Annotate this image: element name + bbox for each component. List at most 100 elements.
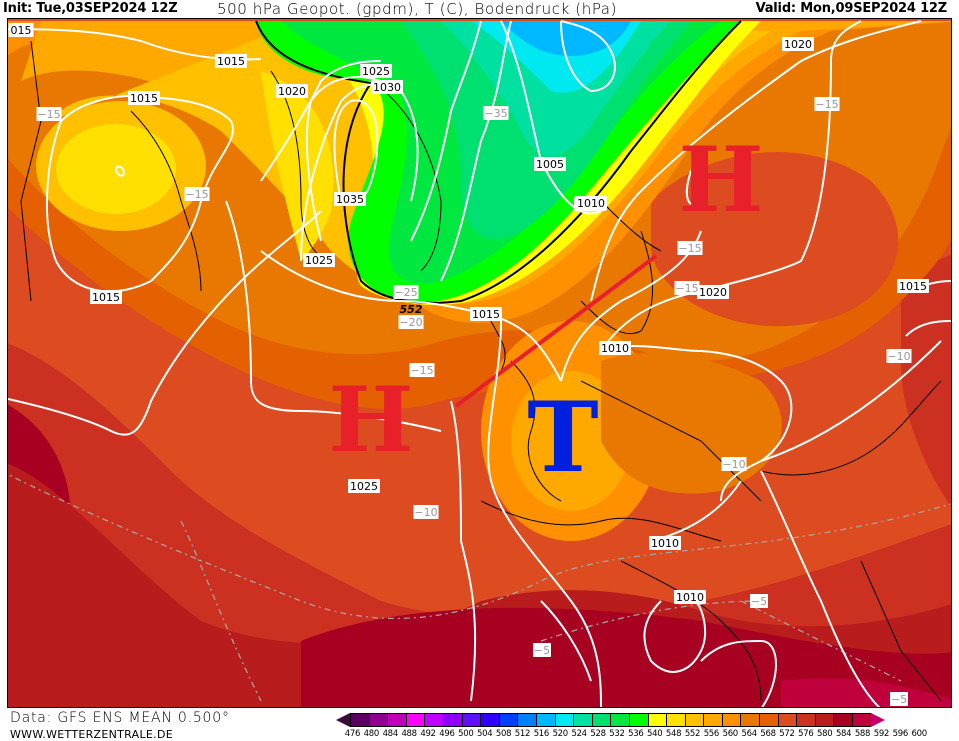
isotherm-label: −5 xyxy=(890,692,908,706)
svg-text:015: 015 xyxy=(11,24,32,37)
isobar-label: 1020 xyxy=(276,84,308,98)
colorbar-label: 508 xyxy=(495,729,512,739)
colorbar-swatch xyxy=(833,713,853,727)
svg-text:1025: 1025 xyxy=(362,65,390,78)
isotherm-label: −15 xyxy=(677,241,703,255)
colorbar-label: 576 xyxy=(798,729,814,739)
colorbar-label: 556 xyxy=(703,729,720,739)
isobar-label: 1015 xyxy=(90,290,122,304)
colorbar-label: 588 xyxy=(854,729,871,739)
isobar-label: 1025 xyxy=(303,253,335,267)
colorbar-label: 512 xyxy=(514,729,531,739)
isotherm-label: −10 xyxy=(886,349,912,363)
isobar-label: 1010 xyxy=(649,536,681,550)
colorbar-label: 580 xyxy=(817,729,833,739)
isotherm-label: −20 xyxy=(398,315,424,329)
svg-text:1015: 1015 xyxy=(217,55,245,68)
svg-text:−15: −15 xyxy=(815,98,838,111)
colorbar-swatch xyxy=(442,713,462,727)
colorbar-swatch xyxy=(480,713,499,727)
colorbar-label: 496 xyxy=(439,729,455,739)
svg-text:1015: 1015 xyxy=(130,92,158,105)
colorbar-label: 476 xyxy=(344,729,361,739)
colorbar-label: 536 xyxy=(628,729,644,739)
isotherm-label: −15 xyxy=(36,107,62,121)
low-pressure-marker: T xyxy=(527,381,598,494)
colorbar-swatch xyxy=(405,713,425,727)
colorbar-label: 596 xyxy=(892,729,909,739)
geopotential-label: 552 xyxy=(400,303,423,316)
svg-text:1020: 1020 xyxy=(278,85,306,98)
svg-text:1015: 1015 xyxy=(472,308,500,321)
weather-map: 015 1015 1015 1020 1025 1030 1035 1025 1015 1005 1… xyxy=(7,18,952,708)
colorbar-swatch xyxy=(777,713,797,727)
svg-text:−5: −5 xyxy=(891,693,907,706)
chart-header: Init: Tue,03SEP2024 12Z 500 hPa Geopot. … xyxy=(0,0,959,18)
svg-text:−10: −10 xyxy=(414,506,437,519)
colorbar-swatch xyxy=(684,713,704,727)
colorbar-label: 524 xyxy=(571,729,587,739)
colorbar-label: 532 xyxy=(609,729,625,739)
isobar-label: 1030 xyxy=(371,80,403,94)
isobar-label: 1015 xyxy=(897,279,929,293)
isobar-label: 1025 xyxy=(348,479,380,493)
colorbar-label: 548 xyxy=(665,729,682,739)
svg-text:1020: 1020 xyxy=(784,38,812,51)
colorbar-label: 504 xyxy=(477,729,493,739)
svg-text:1015: 1015 xyxy=(899,280,927,293)
colorbar-swatch xyxy=(554,713,574,727)
colorbar-label: 480 xyxy=(363,729,380,739)
colorbar-label: 540 xyxy=(647,729,663,739)
colorbar-label: 568 xyxy=(760,729,776,739)
chart-title: 500 hPa Geopot. (gpdm), T (C), Bodendruc… xyxy=(217,0,618,18)
svg-text:1010: 1010 xyxy=(651,537,679,550)
colorbar-swatch xyxy=(498,713,518,727)
svg-text:1020: 1020 xyxy=(699,286,727,299)
svg-text:1010: 1010 xyxy=(676,591,704,604)
colorbar-label: 600 xyxy=(911,729,928,739)
color-legend-labels: 476 480 484 488 492 496 500 504 508 512 516 520 524 5… xyxy=(343,729,929,739)
isotherm-label: −15 xyxy=(409,363,435,377)
svg-text:1025: 1025 xyxy=(305,254,333,267)
colorbar-over-arrow xyxy=(870,713,885,727)
isobar-label: 1015 xyxy=(215,54,247,68)
colorbar-swatch xyxy=(517,713,536,727)
colorbar-swatch xyxy=(368,713,388,727)
svg-text:−15: −15 xyxy=(185,188,208,201)
high-pressure-marker: H xyxy=(678,127,763,233)
colorbar-swatch xyxy=(591,713,611,727)
colorbar-label: 560 xyxy=(722,729,739,739)
colorbar-label: 488 xyxy=(401,729,417,739)
isotherm-label: −35 xyxy=(483,106,509,120)
colorbar-label: 584 xyxy=(835,729,852,739)
colorbar-label: 528 xyxy=(590,729,606,739)
colorbar-label: 520 xyxy=(552,729,569,739)
svg-text:−15: −15 xyxy=(675,282,698,295)
svg-text:−20: −20 xyxy=(399,316,422,329)
isobar-label: 1020 xyxy=(697,285,729,299)
colorbar-swatch xyxy=(666,713,685,727)
isobar-label: 1015 xyxy=(128,91,160,105)
colorbar-swatch xyxy=(628,713,648,727)
colorbar-swatch xyxy=(424,713,443,727)
svg-text:−15: −15 xyxy=(410,364,433,377)
website-credit: WWW.WETTERZENTRALE.DE xyxy=(10,728,173,741)
isobar-label: 1010 xyxy=(599,341,631,355)
isobar-label: 015 xyxy=(8,23,34,37)
colorbar-swatch xyxy=(796,713,815,727)
isotherm-label: −10 xyxy=(721,457,747,471)
colorbar-swatch xyxy=(610,713,629,727)
color-legend xyxy=(336,712,885,728)
colorbar-swatch xyxy=(740,713,760,727)
high-pressure-marker: H xyxy=(328,367,413,473)
colorbar-swatch xyxy=(387,713,406,727)
isobar-label: 1025 xyxy=(360,64,392,78)
isobar-label: 1035 xyxy=(334,192,366,206)
isotherm-label: −5 xyxy=(750,594,768,608)
colorbar-label: 552 xyxy=(684,729,701,739)
colorbar-swatch xyxy=(535,713,555,727)
isotherm-label: −25 xyxy=(393,285,419,299)
colorbar-label: 564 xyxy=(741,729,757,739)
colorbar-swatch xyxy=(759,713,778,727)
init-time: Init: Tue,03SEP2024 12Z xyxy=(3,1,178,16)
